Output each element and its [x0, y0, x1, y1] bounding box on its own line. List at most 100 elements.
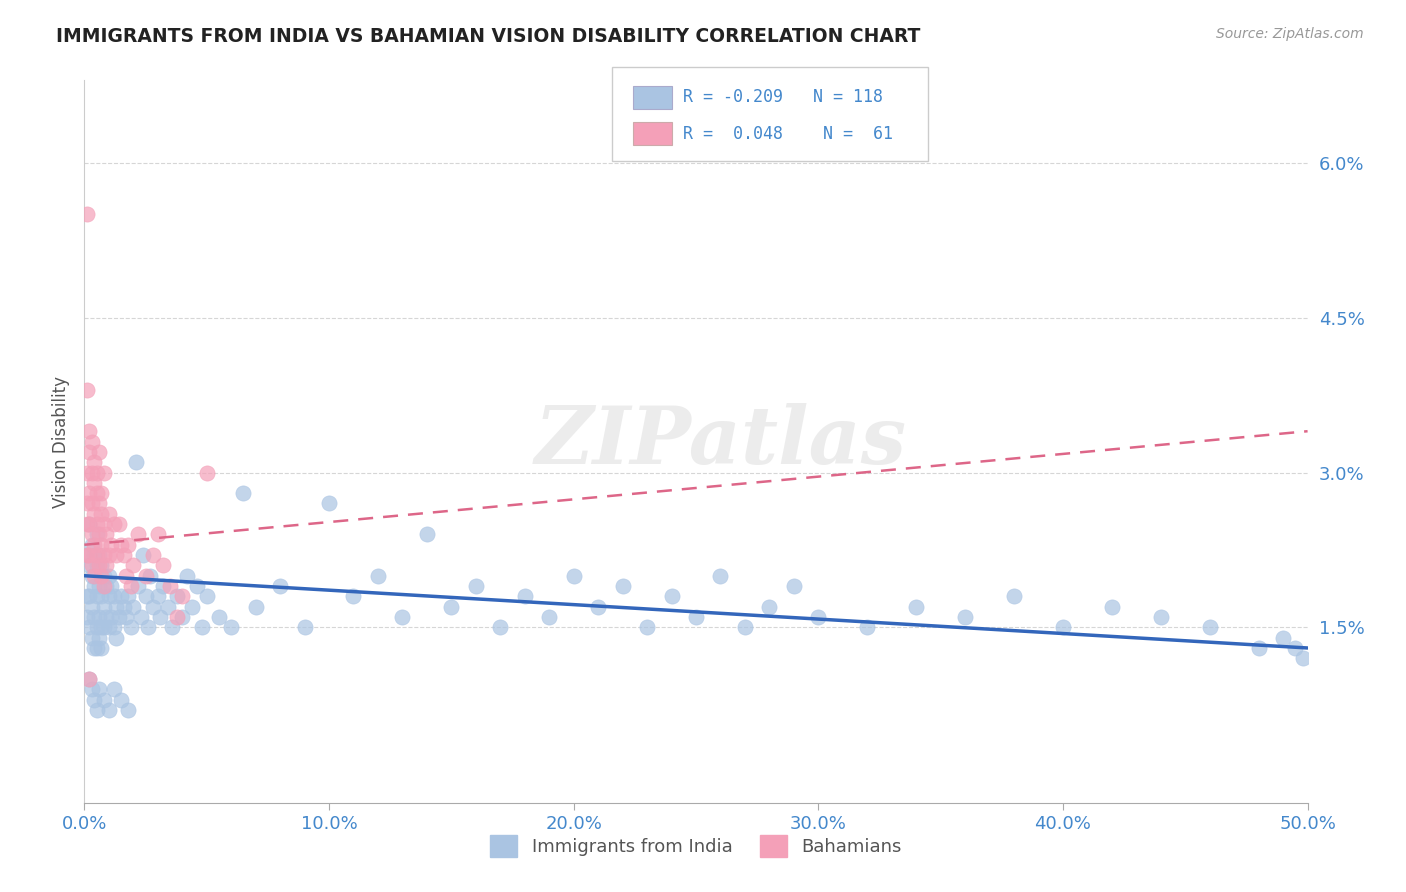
Point: [1002, 590, 1025, 604]
Point: [152, 558, 174, 573]
Point: [76, 548, 98, 562]
Point: [734, 620, 756, 634]
Point: [103, 590, 125, 604]
Point: [77, 517, 100, 532]
Point: [142, 599, 165, 614]
Point: [125, 455, 148, 469]
Point: [127, 579, 149, 593]
Point: [122, 599, 145, 614]
Point: [83, 579, 105, 593]
Point: [77, 590, 100, 604]
Point: [172, 610, 194, 624]
Point: [83, 538, 105, 552]
Point: [120, 579, 142, 593]
Point: [127, 527, 149, 541]
Point: [132, 548, 155, 562]
Point: [612, 579, 634, 593]
Point: [77, 620, 100, 634]
Point: [80, 631, 103, 645]
Point: [105, 599, 128, 614]
Point: [77, 424, 100, 438]
Point: [783, 579, 806, 593]
Point: [146, 590, 169, 604]
Point: [83, 692, 105, 706]
Point: [195, 466, 218, 480]
Point: [83, 548, 105, 562]
Point: [103, 620, 125, 634]
Point: [142, 548, 165, 562]
Point: [107, 517, 129, 532]
Point: [135, 590, 157, 604]
Point: [77, 517, 100, 532]
Point: [1101, 599, 1123, 614]
Point: [103, 682, 125, 697]
Point: [1247, 640, 1270, 655]
Point: [83, 475, 105, 490]
Point: [464, 579, 486, 593]
Point: [76, 590, 98, 604]
Point: [96, 558, 118, 573]
Point: [159, 579, 181, 593]
Point: [90, 640, 112, 655]
Point: [176, 568, 198, 582]
Point: [83, 568, 105, 582]
Point: [636, 620, 658, 634]
Point: [905, 599, 928, 614]
Point: [685, 610, 707, 624]
Point: [110, 692, 132, 706]
Point: [86, 548, 108, 562]
Point: [245, 599, 267, 614]
Point: [93, 692, 115, 706]
Point: [1198, 620, 1220, 634]
Point: [105, 548, 128, 562]
Point: [97, 703, 120, 717]
Point: [83, 610, 105, 624]
Point: [90, 620, 112, 634]
Point: [156, 599, 179, 614]
Point: [80, 682, 103, 697]
Point: [80, 558, 103, 573]
Point: [219, 620, 242, 634]
Point: [807, 610, 830, 624]
Y-axis label: Vision Disability: Vision Disability: [52, 376, 70, 508]
Point: [149, 610, 172, 624]
Point: [122, 558, 145, 573]
Point: [100, 538, 122, 552]
Point: [77, 548, 100, 562]
Point: [87, 631, 110, 645]
Point: [96, 610, 118, 624]
Point: [86, 590, 108, 604]
Point: [97, 548, 120, 562]
Text: IMMIGRANTS FROM INDIA VS BAHAMIAN VISION DISABILITY CORRELATION CHART: IMMIGRANTS FROM INDIA VS BAHAMIAN VISION…: [56, 27, 921, 45]
Text: R =  0.048    N =  61: R = 0.048 N = 61: [683, 125, 893, 143]
Point: [80, 496, 103, 510]
Point: [76, 383, 98, 397]
Point: [538, 610, 561, 624]
Point: [80, 527, 103, 541]
Point: [97, 568, 120, 582]
Point: [110, 538, 132, 552]
Point: [186, 579, 208, 593]
Point: [83, 455, 105, 469]
Legend: Immigrants from India, Bahamians: Immigrants from India, Bahamians: [481, 826, 911, 866]
Point: [117, 703, 139, 717]
Point: [80, 538, 103, 552]
Point: [87, 579, 110, 593]
Point: [96, 527, 118, 541]
Point: [562, 568, 585, 582]
Point: [87, 682, 110, 697]
Point: [93, 517, 115, 532]
Point: [77, 445, 100, 459]
Point: [103, 517, 125, 532]
Point: [93, 620, 115, 634]
Point: [83, 507, 105, 521]
Point: [117, 590, 139, 604]
Point: [166, 610, 188, 624]
Point: [87, 445, 110, 459]
Point: [80, 466, 103, 480]
Point: [76, 610, 98, 624]
Point: [172, 590, 194, 604]
Point: [856, 620, 879, 634]
Point: [97, 620, 120, 634]
Point: [115, 610, 138, 624]
